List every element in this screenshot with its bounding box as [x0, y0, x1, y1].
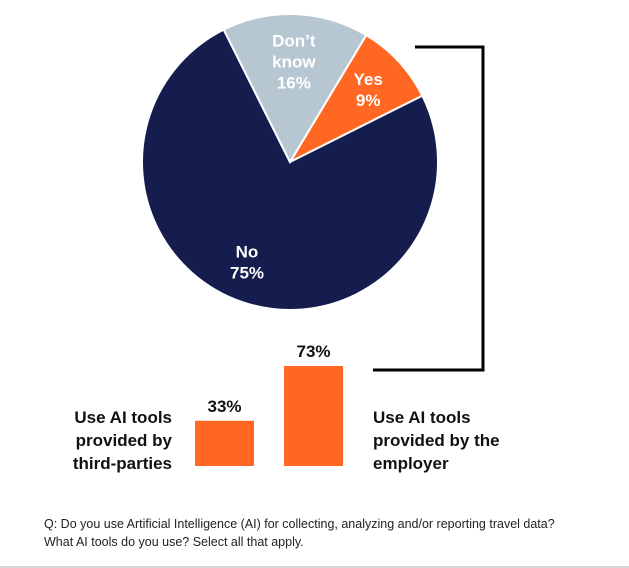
bar-value-label: 33%	[207, 397, 241, 416]
bar-value-label: 73%	[296, 342, 330, 361]
bar-label-third-parties: Use AI tools provided by third-parties	[72, 408, 172, 473]
pie-value-label: 16%	[277, 73, 311, 92]
pie-slice-1	[141, 28, 439, 311]
pie-category-label: No	[236, 243, 259, 262]
bar-0	[195, 420, 254, 466]
pie-category-label: know	[272, 52, 316, 71]
question-line-1: Q: Do you use Artificial Intelligence (A…	[44, 517, 555, 531]
bar-1	[284, 366, 343, 466]
pie-category-label: Yes	[354, 70, 383, 89]
bracket-line	[373, 45, 485, 372]
pie-value-label: 9%	[356, 91, 381, 110]
pie-slice-0	[287, 33, 424, 165]
survey-question: Q: Do you use Artificial Intelligence (A…	[44, 515, 555, 551]
pie-category-label: Don’t	[272, 31, 316, 50]
pie-slice-2	[222, 13, 368, 165]
bar-label-employer: Use AI tools provided by the employer	[373, 408, 500, 473]
question-line-2: What AI tools do you use? Select all tha…	[44, 535, 304, 549]
pie-value-label: 75%	[230, 264, 264, 283]
